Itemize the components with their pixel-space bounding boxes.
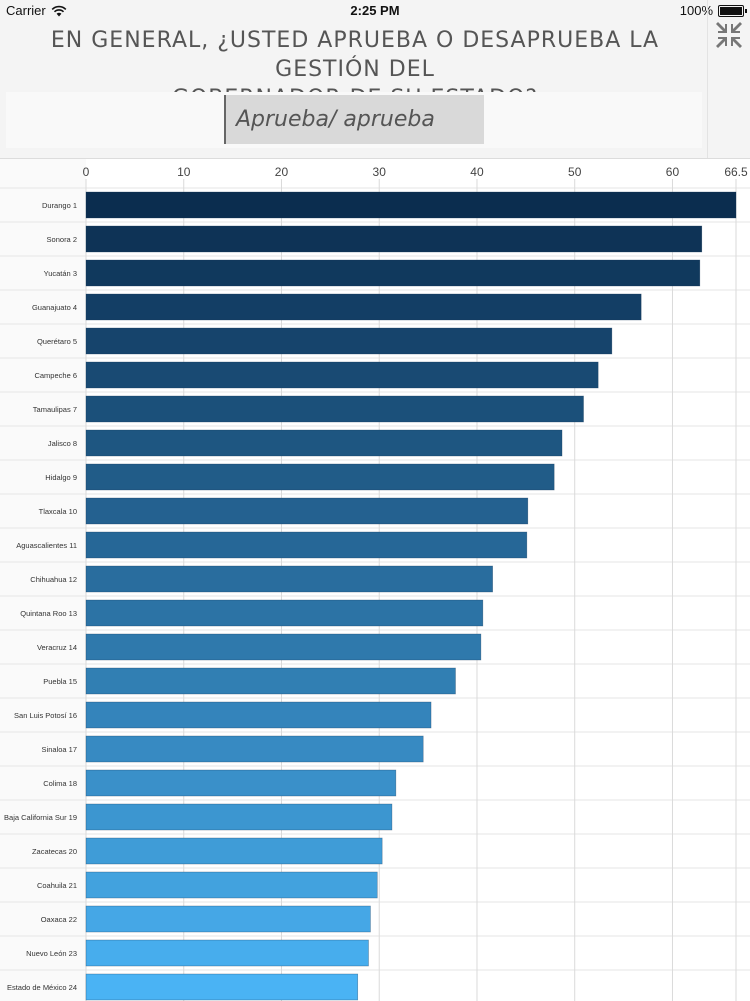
category-label: Puebla 15 bbox=[43, 677, 77, 686]
bar bbox=[85, 735, 424, 763]
collapse-arrows-icon bbox=[716, 22, 742, 48]
category-label: Sinaloa 17 bbox=[42, 745, 77, 754]
bar bbox=[85, 395, 584, 423]
page-title-line-1: EN GENERAL, ¿USTED APRUEBA O DESAPRUEBA … bbox=[50, 28, 660, 82]
bar bbox=[85, 565, 493, 593]
header-divider bbox=[707, 0, 708, 158]
bar bbox=[85, 769, 397, 797]
carrier-label: Carrier bbox=[6, 3, 46, 18]
category-label: Tamaulipas 7 bbox=[33, 405, 77, 414]
category-label: Coahuila 21 bbox=[37, 881, 77, 890]
x-tick-label: 0 bbox=[83, 165, 90, 179]
bar bbox=[85, 803, 393, 831]
category-label: Hidalgo 9 bbox=[45, 473, 77, 482]
category-label: San Luis Potosí 16 bbox=[14, 711, 77, 720]
category-label: Jalisco 8 bbox=[48, 439, 77, 448]
category-label: Quintana Roo 13 bbox=[20, 609, 77, 618]
collapse-button[interactable] bbox=[712, 18, 746, 52]
category-label: Estado de México 24 bbox=[7, 983, 77, 992]
category-label: Oaxaca 22 bbox=[41, 915, 77, 924]
bar-chart: 0 10 20 30 40 50 60 66.5 Durango 1 Sonora 2 Yucatá… bbox=[0, 159, 750, 1001]
category-label: Chihuahua 12 bbox=[30, 575, 77, 584]
chart-area: 0 10 20 30 40 50 60 66.5 Durango 1 Sonora 2 Yucatá… bbox=[0, 158, 750, 1001]
bar bbox=[85, 191, 737, 219]
category-label: Nuevo León 23 bbox=[26, 949, 77, 958]
x-tick-label: 20 bbox=[275, 165, 289, 179]
category-label: Querétaro 5 bbox=[37, 337, 77, 346]
bar bbox=[85, 225, 703, 253]
status-left: Carrier bbox=[6, 3, 67, 18]
bar bbox=[85, 837, 383, 865]
category-label: Aguascalientes 11 bbox=[16, 541, 77, 550]
bar bbox=[85, 327, 613, 355]
category-label: Tlaxcala 10 bbox=[39, 507, 77, 516]
category-label: Yucatán 3 bbox=[44, 269, 77, 278]
status-right: 100% bbox=[679, 3, 747, 18]
bar bbox=[85, 667, 456, 695]
bar bbox=[85, 599, 484, 627]
bar bbox=[85, 973, 359, 1001]
x-tick-label: 30 bbox=[373, 165, 387, 179]
x-tick-label: 60 bbox=[666, 165, 680, 179]
bar bbox=[85, 633, 482, 661]
bar bbox=[85, 463, 555, 491]
wifi-icon bbox=[51, 5, 67, 16]
category-label: Colima 18 bbox=[43, 779, 77, 788]
x-tick-label: 50 bbox=[568, 165, 582, 179]
bar bbox=[85, 871, 378, 899]
bar bbox=[85, 497, 529, 525]
bar bbox=[85, 701, 432, 729]
category-label: Zacatecas 20 bbox=[32, 847, 77, 856]
category-label: Sonora 2 bbox=[47, 235, 77, 244]
bar bbox=[85, 429, 563, 457]
x-tick-label: 10 bbox=[177, 165, 191, 179]
bar bbox=[85, 361, 599, 389]
answer-selector[interactable]: Aprueba/ aprueba algo bbox=[224, 95, 484, 181]
bar bbox=[85, 531, 528, 559]
bar bbox=[85, 939, 369, 967]
battery-icon bbox=[718, 4, 747, 17]
label-column-bg bbox=[0, 159, 86, 1001]
battery-percent: 100% bbox=[679, 3, 713, 18]
status-bar: Carrier 2:25 PM 100% bbox=[0, 0, 750, 22]
bar bbox=[85, 905, 371, 933]
bar bbox=[85, 259, 701, 287]
status-time: 2:25 PM bbox=[350, 3, 400, 18]
x-tick-label: 66.5 bbox=[724, 165, 748, 179]
category-label: Guanajuato 4 bbox=[32, 303, 77, 312]
category-label: Baja California Sur 19 bbox=[4, 813, 77, 822]
category-label: Durango 1 bbox=[42, 201, 77, 210]
bar bbox=[85, 293, 642, 321]
category-label: Campeche 6 bbox=[34, 371, 77, 380]
category-label: Veracruz 14 bbox=[37, 643, 77, 652]
x-tick-label: 40 bbox=[470, 165, 484, 179]
